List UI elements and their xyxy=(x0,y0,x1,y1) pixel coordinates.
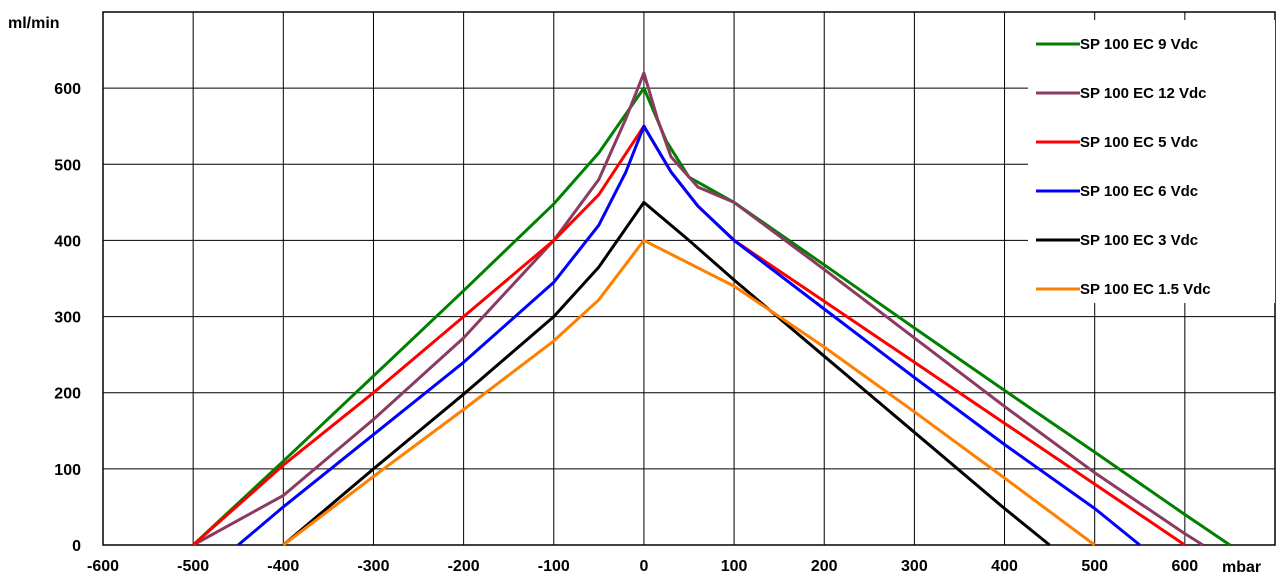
legend-entry: SP 100 EC 9 Vdc xyxy=(1080,36,1198,53)
series-line-5 xyxy=(282,238,1096,547)
x-tick-label: 100 xyxy=(721,558,748,575)
legend-entry: SP 100 EC 12 Vdc xyxy=(1080,85,1206,102)
x-tick-label: -500 xyxy=(177,558,209,575)
x-axis-label: mbar xyxy=(1222,559,1261,576)
y-axis-label: ml/min xyxy=(8,15,60,32)
series-line-3 xyxy=(237,124,1141,547)
x-tick-label: 300 xyxy=(901,558,928,575)
x-tick-label: -100 xyxy=(538,558,570,575)
legend-box xyxy=(1028,20,1275,303)
y-tick-label: 200 xyxy=(54,386,81,403)
x-tick-label: -300 xyxy=(357,558,389,575)
grid xyxy=(103,12,1276,545)
series-line-0 xyxy=(192,86,1231,547)
series-line-1 xyxy=(192,71,1204,547)
y-tick-label: 100 xyxy=(54,462,81,479)
x-tick-label: -600 xyxy=(87,558,119,575)
legend-entry: SP 100 EC 5 Vdc xyxy=(1080,134,1198,151)
x-tick-label: 600 xyxy=(1171,558,1198,575)
legend-entry: SP 100 EC 1.5 Vdc xyxy=(1080,281,1211,298)
y-tick-label: 0 xyxy=(72,538,81,555)
x-tick-label: -200 xyxy=(448,558,480,575)
legend-entry: SP 100 EC 3 Vdc xyxy=(1080,232,1198,249)
y-tick-label: 300 xyxy=(54,310,81,327)
x-tick-label: 200 xyxy=(811,558,838,575)
legend-entry: SP 100 EC 6 Vdc xyxy=(1080,183,1198,200)
x-tick-label: -400 xyxy=(267,558,299,575)
legend: SP 100 EC 9 Vdc SP 100 EC 12 Vdc SP 100 EC… xyxy=(1028,20,1275,303)
y-tick-label: 400 xyxy=(54,233,81,250)
y-tick-label: 600 xyxy=(54,81,81,98)
x-tick-label: 400 xyxy=(991,558,1018,575)
x-tick-label: 0 xyxy=(639,558,648,575)
x-tick-label: 500 xyxy=(1081,558,1108,575)
series-layer xyxy=(192,71,1231,547)
series-line-4 xyxy=(282,200,1051,547)
y-tick-label: 500 xyxy=(54,157,81,174)
tick-labels: -600 -500 -400 -300 -200 -100 0 100 200 300 400 500… xyxy=(54,81,1198,575)
